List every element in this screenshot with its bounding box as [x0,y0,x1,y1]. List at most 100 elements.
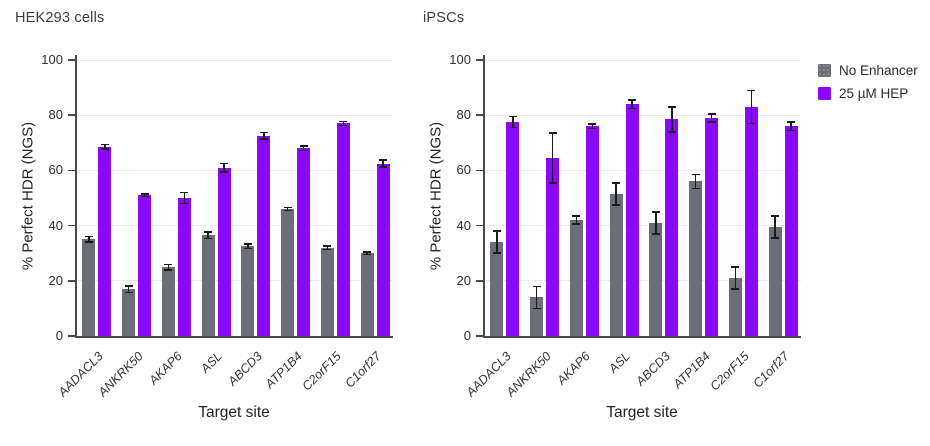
error-bar-cap [667,131,676,133]
error-bar-cap [363,253,372,256]
error-bar [302,146,305,151]
error-bar [694,174,697,189]
error-bar-cap [572,223,581,225]
error-bar [366,251,368,255]
gridline [485,59,801,61]
gridline [77,114,393,116]
legend-item-no-enhancer: No Enhancer [818,62,918,78]
bar-no-enhancer [689,181,703,336]
error-bar [183,192,186,204]
bar-25-m-hep [784,126,798,336]
bar-no-enhancer [201,235,215,336]
gridline [485,169,801,171]
error-bar [88,236,90,243]
y-tick-mark [476,114,483,116]
bar-no-enhancer [122,289,136,336]
bar-25-m-hep [376,163,390,336]
error-bar-cap [747,122,756,125]
error-bar-cap [204,237,213,240]
x-tick-label: C2orF15 [707,349,753,394]
panel-title-hek293: HEK293 cells [15,10,105,26]
error-bar-cap [707,121,716,123]
error-bar [575,215,578,225]
bar-no-enhancer [649,222,663,336]
y-tick-mark [476,169,483,172]
error-bar-cap [651,211,660,213]
y-tick-label: 20 [48,272,63,288]
y-tick-mark [476,280,483,282]
error-bar [512,116,514,128]
error-bar [790,122,792,131]
error-bar-cap [731,288,740,290]
error-bar-cap [283,206,292,209]
error-bar-cap [220,162,229,165]
bar-no-enhancer [530,297,544,336]
y-tick-mark [476,59,483,61]
y-tick-label: 40 [456,217,471,233]
error-bar-cap [532,285,541,288]
error-bar [167,264,170,270]
y-tick-label: 40 [48,217,63,233]
error-bar [382,159,384,168]
error-bar-cap [379,159,388,161]
error-bar-cap [508,126,517,129]
y-tick-label: 0 [463,328,471,343]
plot-area-hek293: 0 20 40 60 80 100 AADACL3 ANKRK50 AKAP6 ASL ABCD3 A… [41,53,393,399]
error-bar [247,244,249,249]
x-tick-label: C2orF15 [299,349,345,394]
error-bar-cap [204,231,213,233]
error-bar-cap [628,99,637,101]
error-bar-cap [548,182,557,184]
x-tick-label: AKAP6 [554,349,594,388]
error-bar-cap [180,202,189,205]
gridline [485,225,801,227]
gridline [77,169,393,171]
y-tick-label: 80 [48,107,63,123]
y-tick-mark [476,335,483,337]
error-bar [223,163,225,172]
x-axis-label: Target site [198,404,270,421]
y-tick-label: 0 [55,328,63,343]
bar-25-m-hep [585,126,599,336]
error-bar-cap [243,243,252,245]
y-tick-mark [68,280,75,282]
bar-25-m-hep [546,157,560,336]
y-tick-mark [68,114,75,116]
error-bar-cap [588,127,597,130]
legend-swatch-no-enhancer [818,63,831,77]
x-tick-label: C1orf27 [750,349,792,391]
error-bar-cap [100,143,109,146]
bar-no-enhancer [161,267,175,336]
bar-25-m-hep [665,119,679,336]
y-tick-mark [68,335,75,337]
error-bar-cap [651,233,660,235]
error-bar-cap [588,123,597,125]
error-bar-cap [707,113,716,115]
bar-25-m-hep [297,148,311,336]
error-bar-cap [731,266,740,268]
error-bar [127,285,130,293]
bar-25-m-hep [705,117,719,336]
error-bar-cap [747,89,756,92]
x-tick-label: ATP1B4 [670,349,713,392]
gridline [77,225,393,227]
error-bar-cap [572,215,581,217]
error-bar [286,207,289,211]
y-axis-label: % Perfect HDR (NGS) [19,121,37,271]
error-bar [671,106,673,132]
error-bar-cap [84,235,93,238]
bar-25-m-hep [506,122,520,336]
error-bar [496,231,498,254]
error-bar-cap [691,187,700,190]
y-tick-label: 20 [456,272,471,288]
error-bar-cap [124,291,133,294]
error-bar-cap [508,115,517,118]
error-bar [710,113,713,123]
bar-25-m-hep [257,135,271,336]
bar-25-m-hep [336,123,350,336]
x-tick-label: ASL [606,349,633,376]
error-bar-cap [259,131,268,134]
gridline [77,59,393,61]
error-bar [263,132,265,140]
bar-25-m-hep [98,146,112,336]
